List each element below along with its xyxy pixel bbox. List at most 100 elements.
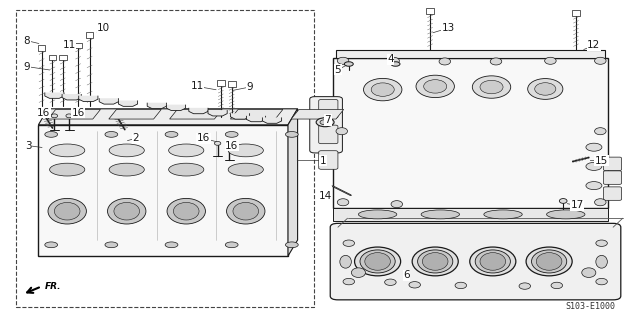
- Ellipse shape: [340, 255, 351, 268]
- Ellipse shape: [54, 202, 80, 220]
- Ellipse shape: [470, 247, 516, 276]
- Ellipse shape: [582, 268, 596, 277]
- Ellipse shape: [360, 250, 396, 273]
- Ellipse shape: [536, 253, 562, 270]
- Text: 17: 17: [571, 200, 584, 211]
- Polygon shape: [48, 109, 100, 119]
- Polygon shape: [79, 96, 98, 101]
- Ellipse shape: [169, 144, 204, 157]
- Bar: [59, 55, 67, 60]
- Text: 16: 16: [197, 133, 210, 143]
- Ellipse shape: [422, 253, 448, 270]
- Bar: [217, 80, 225, 86]
- Bar: [74, 43, 82, 48]
- Bar: [228, 81, 236, 87]
- Polygon shape: [230, 109, 283, 119]
- Ellipse shape: [439, 58, 451, 65]
- Text: 9: 9: [24, 61, 30, 72]
- Ellipse shape: [343, 240, 355, 246]
- Text: 8: 8: [24, 36, 30, 46]
- Text: 2: 2: [132, 133, 139, 143]
- Polygon shape: [166, 105, 186, 110]
- Ellipse shape: [50, 144, 85, 157]
- Ellipse shape: [344, 62, 353, 66]
- Ellipse shape: [320, 120, 330, 125]
- Ellipse shape: [173, 202, 199, 220]
- Ellipse shape: [365, 253, 390, 270]
- FancyBboxPatch shape: [319, 100, 338, 118]
- Bar: [49, 55, 56, 60]
- Polygon shape: [288, 109, 298, 256]
- Ellipse shape: [227, 198, 265, 224]
- Ellipse shape: [391, 62, 400, 66]
- Ellipse shape: [475, 250, 511, 273]
- Ellipse shape: [336, 128, 348, 135]
- Ellipse shape: [316, 118, 334, 127]
- Ellipse shape: [586, 181, 602, 189]
- Ellipse shape: [586, 163, 602, 170]
- Ellipse shape: [45, 132, 58, 137]
- Ellipse shape: [490, 58, 502, 65]
- Polygon shape: [38, 125, 288, 256]
- Ellipse shape: [343, 278, 355, 285]
- Ellipse shape: [595, 128, 606, 135]
- Bar: [333, 208, 608, 221]
- Ellipse shape: [484, 210, 522, 219]
- Polygon shape: [291, 109, 344, 119]
- Ellipse shape: [596, 278, 607, 285]
- Polygon shape: [147, 103, 166, 108]
- Ellipse shape: [226, 145, 232, 149]
- Ellipse shape: [412, 247, 458, 276]
- Polygon shape: [38, 109, 298, 125]
- Ellipse shape: [48, 198, 86, 224]
- Ellipse shape: [391, 201, 403, 208]
- Ellipse shape: [409, 282, 420, 288]
- Text: 16: 16: [72, 108, 84, 118]
- Ellipse shape: [108, 198, 146, 224]
- Text: 5: 5: [335, 65, 341, 75]
- Ellipse shape: [545, 57, 556, 64]
- Ellipse shape: [169, 163, 204, 176]
- Bar: [16, 10, 314, 307]
- Ellipse shape: [167, 198, 205, 224]
- Polygon shape: [230, 113, 250, 119]
- Ellipse shape: [45, 242, 58, 248]
- Text: S103-E1000: S103-E1000: [566, 302, 616, 311]
- Polygon shape: [170, 109, 222, 119]
- Ellipse shape: [364, 78, 402, 101]
- Ellipse shape: [285, 242, 298, 248]
- Ellipse shape: [228, 144, 264, 157]
- Ellipse shape: [51, 114, 58, 118]
- Polygon shape: [62, 94, 81, 100]
- Ellipse shape: [547, 210, 585, 219]
- Ellipse shape: [337, 199, 349, 206]
- Ellipse shape: [480, 253, 506, 270]
- Polygon shape: [109, 109, 161, 119]
- Polygon shape: [262, 117, 282, 123]
- Text: 7: 7: [324, 115, 331, 125]
- Text: 15: 15: [595, 156, 608, 166]
- FancyBboxPatch shape: [319, 151, 338, 169]
- Ellipse shape: [228, 163, 264, 176]
- Ellipse shape: [114, 202, 140, 220]
- Ellipse shape: [50, 163, 85, 176]
- Ellipse shape: [355, 247, 401, 276]
- Ellipse shape: [105, 242, 118, 248]
- FancyBboxPatch shape: [604, 187, 621, 200]
- Ellipse shape: [455, 282, 467, 289]
- FancyBboxPatch shape: [310, 97, 342, 153]
- Ellipse shape: [105, 132, 118, 137]
- Ellipse shape: [285, 132, 298, 137]
- Ellipse shape: [109, 144, 145, 157]
- Polygon shape: [118, 100, 138, 106]
- Polygon shape: [246, 116, 266, 122]
- Ellipse shape: [358, 210, 397, 219]
- Text: FR.: FR.: [45, 282, 61, 291]
- FancyBboxPatch shape: [604, 171, 621, 184]
- Bar: [38, 45, 45, 51]
- Ellipse shape: [596, 240, 607, 246]
- Text: 16: 16: [225, 140, 238, 151]
- Ellipse shape: [596, 255, 607, 268]
- Ellipse shape: [225, 132, 238, 137]
- Text: 13: 13: [442, 23, 454, 33]
